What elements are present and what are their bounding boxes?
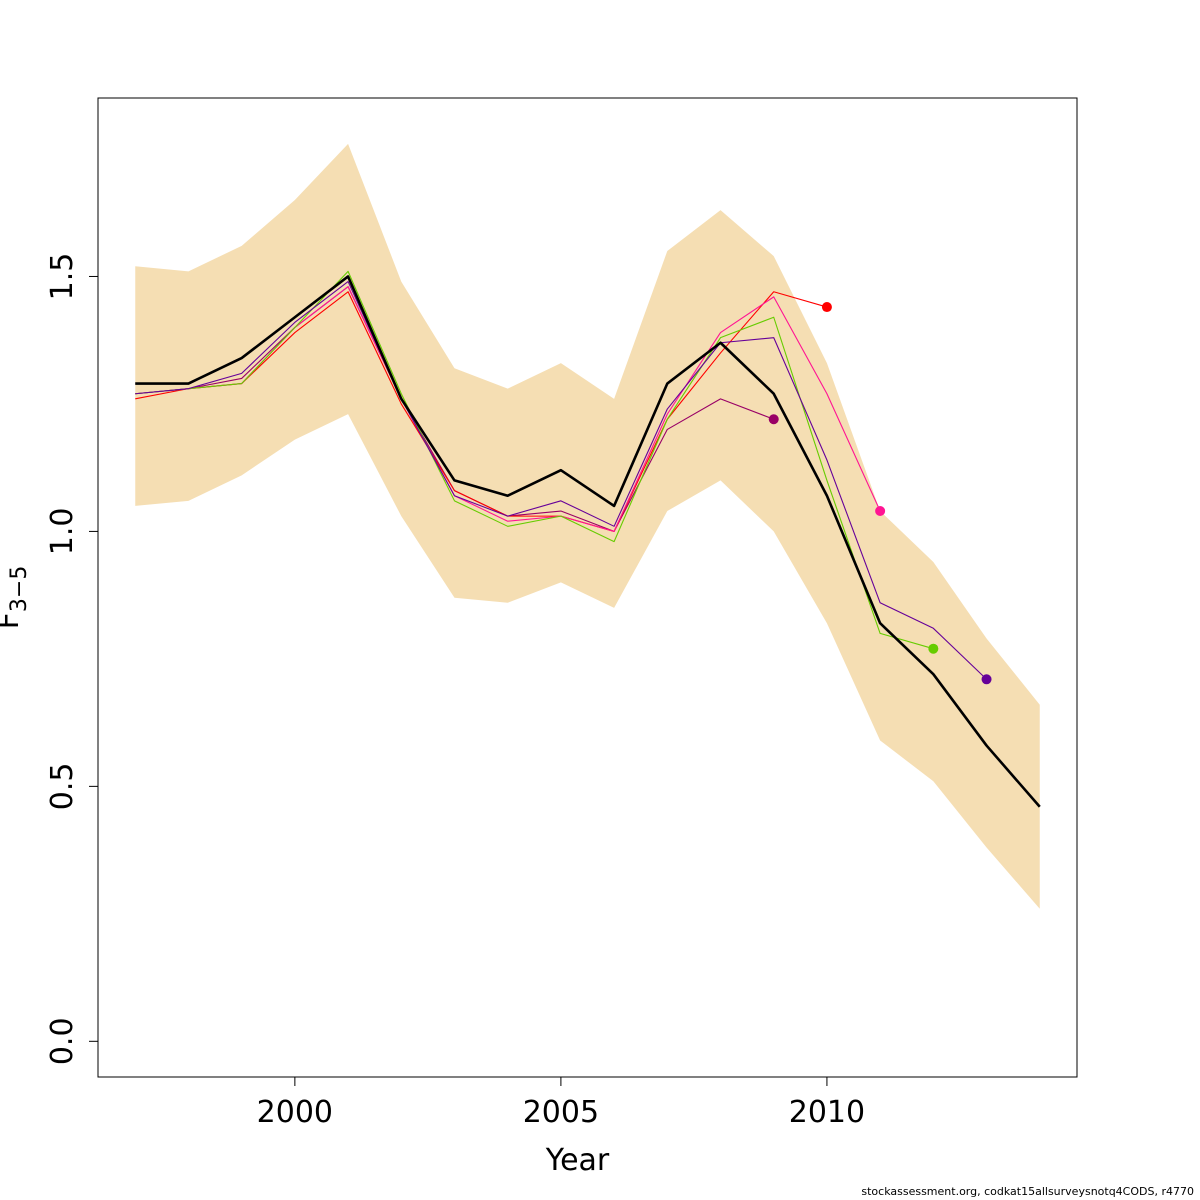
y-axis-title-main: F	[0, 612, 26, 629]
footer-credit: stockassessment.org, codkat15allsurveysn…	[861, 1185, 1194, 1198]
confidence-band-layer	[135, 143, 1040, 909]
confidence-band	[135, 143, 1040, 909]
x-tick-label: 2000	[257, 1095, 333, 1130]
x-tick-label: 2010	[789, 1095, 865, 1130]
series-end-point-1	[768, 414, 779, 425]
axis-layer: 2000 2005 2010 0.0 0.5 1.0 1.5	[45, 253, 865, 1130]
y-tick-label: 1.0	[45, 508, 80, 556]
series-end-point-3	[875, 506, 886, 517]
series-end-point-2	[821, 302, 832, 313]
x-tick-label: 2005	[523, 1095, 599, 1130]
y-tick-label: 1.5	[45, 253, 80, 301]
series-end-point-4	[928, 643, 939, 654]
series-retro-line-5	[135, 281, 987, 680]
series-retro-line-2	[135, 291, 828, 532]
y-tick-label: 0.5	[45, 763, 80, 811]
y-axis-title: F3−5	[0, 566, 32, 630]
y-tick-label: 0.0	[45, 1017, 80, 1065]
series-layer	[135, 270, 1041, 808]
x-axis-title: Year	[545, 1143, 610, 1178]
y-axis-title-subscript: 3−5	[7, 566, 32, 612]
series-end-point-5	[981, 674, 992, 685]
series-main-line	[135, 275, 1041, 808]
end-marker-layer	[768, 302, 992, 685]
